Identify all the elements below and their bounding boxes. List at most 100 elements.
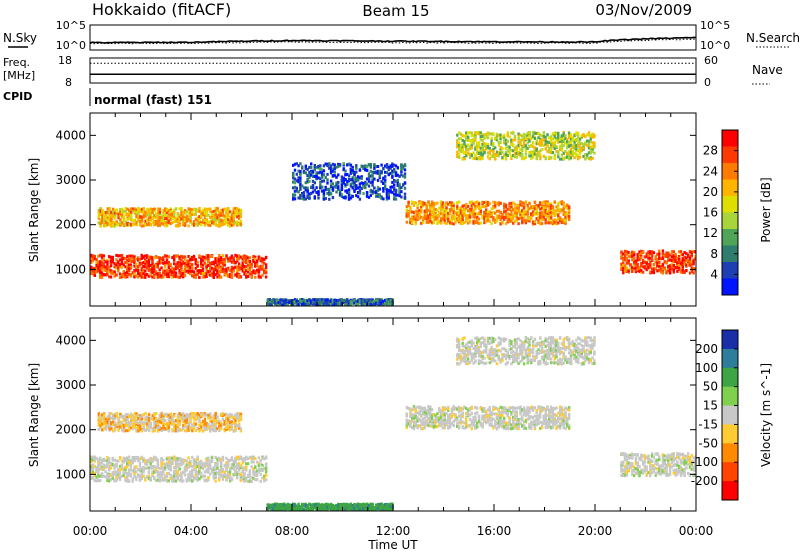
heatmap-cell <box>515 204 518 208</box>
heatmap-cell <box>411 210 414 214</box>
heatmap-cell <box>351 170 354 174</box>
heatmap-cell <box>371 180 374 184</box>
heatmap-cell <box>194 273 197 277</box>
heatmap-cell <box>310 165 313 169</box>
heatmap-cell <box>95 258 98 262</box>
heatmap-cell <box>555 212 558 216</box>
heatmap-cell <box>443 211 446 215</box>
heatmap-cell <box>508 208 511 212</box>
heatmap-cell <box>367 302 371 306</box>
heatmap-cell <box>237 254 241 258</box>
heatmap-cell <box>243 257 246 261</box>
heatmap-cell <box>452 208 455 212</box>
heatmap-cell <box>384 170 387 174</box>
heatmap-cell <box>160 257 163 260</box>
heatmap-cell <box>391 185 394 189</box>
heatmap-cell <box>544 213 547 217</box>
heatmap-cell <box>162 211 165 215</box>
heatmap-cell <box>180 214 183 218</box>
heatmap-cell <box>432 212 436 216</box>
heatmap-cell <box>346 302 349 306</box>
heatmap-cell <box>243 268 246 272</box>
heatmap-cell <box>528 217 531 221</box>
heatmap-cell <box>103 220 106 223</box>
heatmap-cell <box>237 212 241 216</box>
heatmap-cell <box>146 223 149 227</box>
heatmap-cell <box>447 213 450 217</box>
heatmap-cell <box>320 175 324 179</box>
heatmap-cell <box>185 219 189 223</box>
heatmap-cell <box>557 202 560 206</box>
heatmap-cell <box>468 219 472 223</box>
heatmap-cell <box>130 218 133 222</box>
heatmap-cell <box>91 269 95 273</box>
heatmap-cell <box>108 220 111 223</box>
heatmap-cell <box>320 168 324 172</box>
heatmap-cell <box>486 145 490 149</box>
heatmap-cell <box>297 302 300 306</box>
heatmap-cell <box>654 256 657 260</box>
heatmap-cell <box>174 219 178 223</box>
heatmap-cell <box>566 143 569 147</box>
heatmap-cell <box>306 299 309 303</box>
heatmap-cell <box>223 222 226 226</box>
heatmap-cell <box>375 299 378 303</box>
heatmap-cell <box>115 262 118 266</box>
heatmap-cell <box>396 173 399 177</box>
heatmap-cell <box>237 216 241 220</box>
heatmap-cell <box>567 144 571 148</box>
heatmap-cell <box>481 216 484 220</box>
heatmap-cell <box>304 188 307 192</box>
heatmap-cell <box>533 147 537 151</box>
heatmap-cell <box>173 213 176 217</box>
heatmap-cell <box>313 181 316 185</box>
heatmap-cell <box>174 224 178 228</box>
heatmap-cell <box>212 217 216 221</box>
heatmap-cell <box>196 223 199 227</box>
heatmap-cell <box>681 268 684 272</box>
heatmap-cell <box>137 218 140 222</box>
heatmap-cell <box>315 165 318 169</box>
heatmap-cell <box>331 186 335 190</box>
heatmap-cell <box>558 219 562 223</box>
heatmap-cell <box>551 209 555 213</box>
heatmap-cell <box>389 299 392 303</box>
heatmap-cell <box>317 190 320 194</box>
heatmap-cell <box>115 220 118 224</box>
heatmap-cell <box>230 265 234 269</box>
heatmap-cell <box>567 218 571 221</box>
heatmap-cell <box>216 271 219 275</box>
heatmap-cell <box>560 208 564 212</box>
heatmap-cell <box>191 210 194 214</box>
heatmap-cell <box>232 256 235 260</box>
heatmap-cell <box>533 212 537 216</box>
heatmap-cell <box>369 174 372 178</box>
heatmap-cell <box>506 212 509 215</box>
heatmap-cell <box>315 186 318 190</box>
heatmap-cell <box>225 221 228 225</box>
nave-right-tick-bottom: 0 <box>704 76 711 89</box>
heatmap-cell <box>261 264 264 268</box>
heatmap-cell <box>118 258 122 262</box>
heatmap-cell <box>250 265 253 269</box>
heatmap-cell <box>515 149 518 153</box>
heatmap-cell <box>459 215 463 219</box>
heatmap-cell <box>567 209 571 213</box>
heatmap-cell <box>546 213 549 217</box>
heatmap-cell <box>135 211 138 215</box>
heatmap-cell <box>219 258 223 262</box>
heatmap-cell <box>557 216 560 220</box>
heatmap-cell <box>378 171 381 175</box>
heatmap-cell <box>656 252 659 256</box>
heatmap-cell <box>311 179 315 183</box>
heatmap-cell <box>214 209 217 213</box>
heatmap-cell <box>212 275 215 279</box>
heatmap-cell <box>194 209 198 213</box>
heatmap-cell <box>255 270 259 274</box>
heatmap-cell <box>284 303 288 306</box>
heatmap-cell <box>180 264 183 268</box>
heatmap-cell <box>191 274 194 278</box>
heatmap-cell <box>225 254 228 258</box>
heatmap-cell <box>200 260 203 263</box>
heatmap-cell <box>528 145 531 149</box>
